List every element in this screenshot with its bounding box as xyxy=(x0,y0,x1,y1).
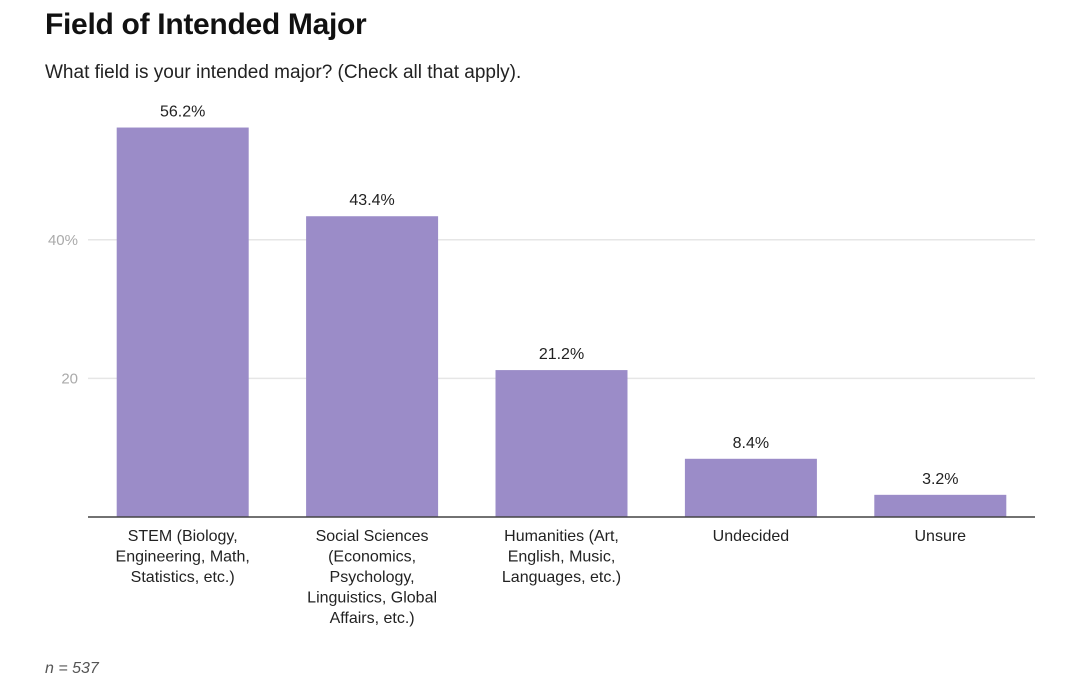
data-label: 21.2% xyxy=(539,346,584,363)
y-tick-label: 20 xyxy=(61,370,78,387)
bars xyxy=(116,127,1007,517)
chart-subtitle: What field is your intended major? (Chec… xyxy=(45,62,522,83)
x-tick-label: STEM (Biology, Engineering, Math, Statisti… xyxy=(116,528,250,586)
bar xyxy=(684,458,817,517)
chart-title: Field of Intended Major xyxy=(45,8,367,41)
data-label: 43.4% xyxy=(349,192,394,209)
bar xyxy=(116,127,249,517)
bar xyxy=(874,494,1007,517)
labels: 56.2% STEM (Biology, Engineering, Math, Sta… xyxy=(116,104,967,627)
x-tick-label: Social Sciences (Economics, Psychology, Lin… xyxy=(307,528,437,627)
data-label: 3.2% xyxy=(922,471,958,488)
y-tick-label: 40% xyxy=(48,232,78,249)
bar xyxy=(495,370,628,517)
bar xyxy=(306,216,439,517)
x-tick-label: Undecided xyxy=(713,528,790,545)
sample-size-note: n = 537 xyxy=(45,660,99,677)
x-tick-label: Humanities (Art, English, Music, Languages… xyxy=(502,528,621,586)
data-label: 8.4% xyxy=(733,435,769,452)
data-label: 56.2% xyxy=(160,104,205,121)
x-tick-label: Unsure xyxy=(915,528,967,545)
